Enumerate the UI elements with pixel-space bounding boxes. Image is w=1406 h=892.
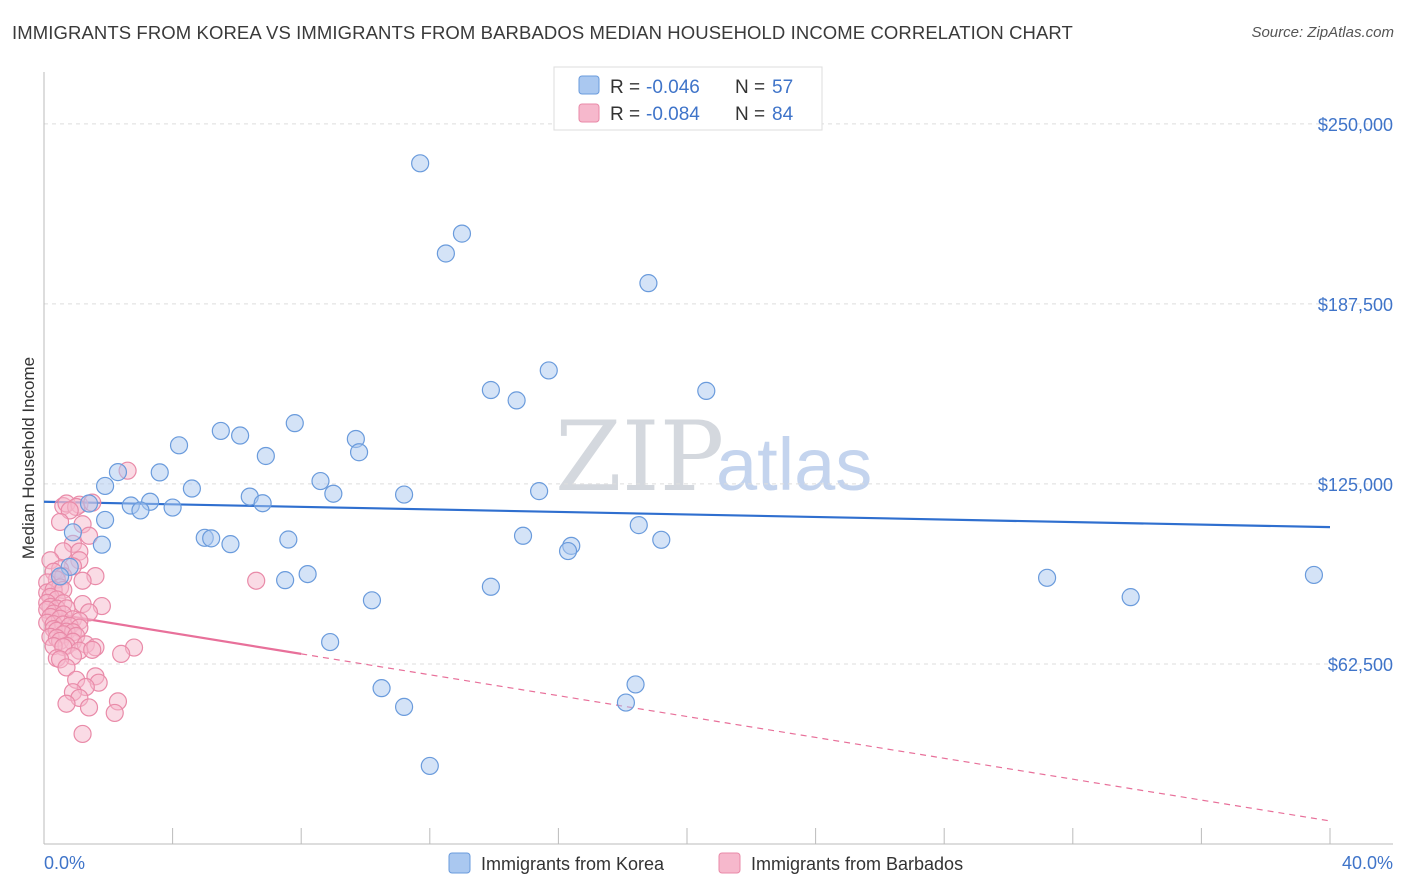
korea-point-49 xyxy=(1121,588,1140,607)
korea-point-2 xyxy=(436,244,455,263)
gridlines xyxy=(44,123,1393,665)
chart-source: Source: ZipAtlas.com xyxy=(1251,24,1394,41)
korea-point-13 xyxy=(169,436,189,455)
korea-point-1 xyxy=(452,224,472,243)
korea-point-43 xyxy=(50,567,70,586)
korea-point-9 xyxy=(211,421,230,441)
korea-point-24 xyxy=(253,494,272,513)
korea-point-29 xyxy=(79,494,99,513)
korea-point-39 xyxy=(558,541,578,561)
korea-point-16 xyxy=(108,463,128,482)
korea-point-30 xyxy=(95,510,115,530)
legend-barbados-r-label: R = xyxy=(610,104,640,125)
barbados-point-83 xyxy=(73,724,92,744)
trend-line-dashed-1 xyxy=(301,653,1331,822)
barbados-point-82 xyxy=(105,703,124,723)
korea-point-48 xyxy=(1037,568,1057,587)
korea-point-35 xyxy=(221,535,240,554)
korea-point-20 xyxy=(324,484,343,503)
barbados-points xyxy=(38,461,266,744)
korea-point-27 xyxy=(131,501,150,520)
korea-points xyxy=(50,154,1324,776)
legend-barbados-n-label: N = xyxy=(735,104,765,125)
series-legend-swatch-barbados xyxy=(718,852,741,874)
barbados-point-71 xyxy=(112,644,131,663)
korea-point-50 xyxy=(1304,565,1324,585)
korea-point-36 xyxy=(92,535,111,554)
stats-legend: R = -0.046 N = 57 R = -0.084 N = 84 xyxy=(553,66,823,131)
legend-barbados-n-value: 84 xyxy=(772,104,794,125)
axes xyxy=(43,72,1393,845)
barbados-point-72 xyxy=(57,658,76,677)
korea-point-56 xyxy=(420,756,439,776)
korea-point-17 xyxy=(311,471,330,491)
series-legend-barbados: Immigrants from Barbados xyxy=(751,854,963,874)
y-axis-label: Median Household Income xyxy=(19,357,38,559)
korea-point-0 xyxy=(411,154,430,173)
legend-swatch-korea xyxy=(578,75,600,95)
korea-point-12 xyxy=(349,443,369,462)
y-tick-label-2: $187,500 xyxy=(1318,295,1393,315)
y-tick-label-0: $62,500 xyxy=(1328,655,1393,675)
korea-point-47 xyxy=(362,591,382,610)
korea-point-33 xyxy=(202,529,221,548)
watermark-zip: ZIP xyxy=(555,401,724,513)
korea-point-14 xyxy=(256,446,275,466)
korea-point-40 xyxy=(629,516,648,535)
korea-point-8 xyxy=(285,414,304,433)
legend-swatch-barbados xyxy=(578,103,600,123)
x-tick-label-max: 40.0% xyxy=(1342,853,1393,873)
legend-barbados-r-value: -0.084 xyxy=(646,104,700,125)
chart-title: IMMIGRANTS FROM KOREA VS IMMIGRANTS FROM… xyxy=(12,22,1073,43)
series-legend-korea: Immigrants from Korea xyxy=(481,854,665,874)
korea-point-46 xyxy=(481,577,500,596)
korea-point-6 xyxy=(507,391,526,410)
x-tick-label-min: 0.0% xyxy=(44,853,85,873)
korea-point-7 xyxy=(697,381,716,400)
korea-point-51 xyxy=(321,632,340,652)
korea-point-15 xyxy=(150,463,169,482)
y-tick-label-1: $125,000 xyxy=(1318,475,1393,495)
korea-point-55 xyxy=(616,693,636,712)
y-tick-labels: $62,500 $125,000 $187,500 $250,000 xyxy=(1318,115,1393,675)
barbados-point-81 xyxy=(79,698,99,717)
korea-point-45 xyxy=(276,571,295,590)
korea-point-53 xyxy=(394,697,414,716)
korea-point-4 xyxy=(539,361,558,380)
y-tick-label-3: $250,000 xyxy=(1318,115,1393,135)
korea-point-34 xyxy=(279,530,298,549)
korea-point-3 xyxy=(639,274,658,293)
barbados-point-23 xyxy=(247,571,266,590)
korea-point-21 xyxy=(394,485,414,504)
series-legend-swatch-korea xyxy=(448,852,471,874)
korea-point-10 xyxy=(231,426,250,445)
korea-point-54 xyxy=(626,675,645,694)
legend-korea-n-value: 57 xyxy=(772,77,793,98)
korea-point-41 xyxy=(652,530,671,549)
watermark-atlas: atlas xyxy=(716,423,872,506)
barbados-point-8 xyxy=(50,512,70,532)
korea-point-37 xyxy=(513,526,533,545)
barbados-point-67 xyxy=(83,640,102,659)
korea-point-22 xyxy=(530,482,549,501)
series-legend: Immigrants from Korea Immigrants from Ba… xyxy=(448,852,963,874)
legend-korea-r-value: -0.046 xyxy=(646,77,700,98)
legend-korea-n-label: N = xyxy=(735,77,765,98)
korea-point-28 xyxy=(163,498,182,517)
korea-point-5 xyxy=(481,380,500,400)
legend-korea-r-label: R = xyxy=(610,77,640,98)
korea-point-19 xyxy=(182,479,201,498)
korea-point-44 xyxy=(298,564,317,584)
barbados-point-21 xyxy=(73,571,92,590)
x-ticks xyxy=(43,828,1331,844)
korea-point-31 xyxy=(63,523,83,542)
korea-point-18 xyxy=(95,476,115,496)
barbados-point-79 xyxy=(57,694,76,713)
korea-point-52 xyxy=(372,679,391,698)
